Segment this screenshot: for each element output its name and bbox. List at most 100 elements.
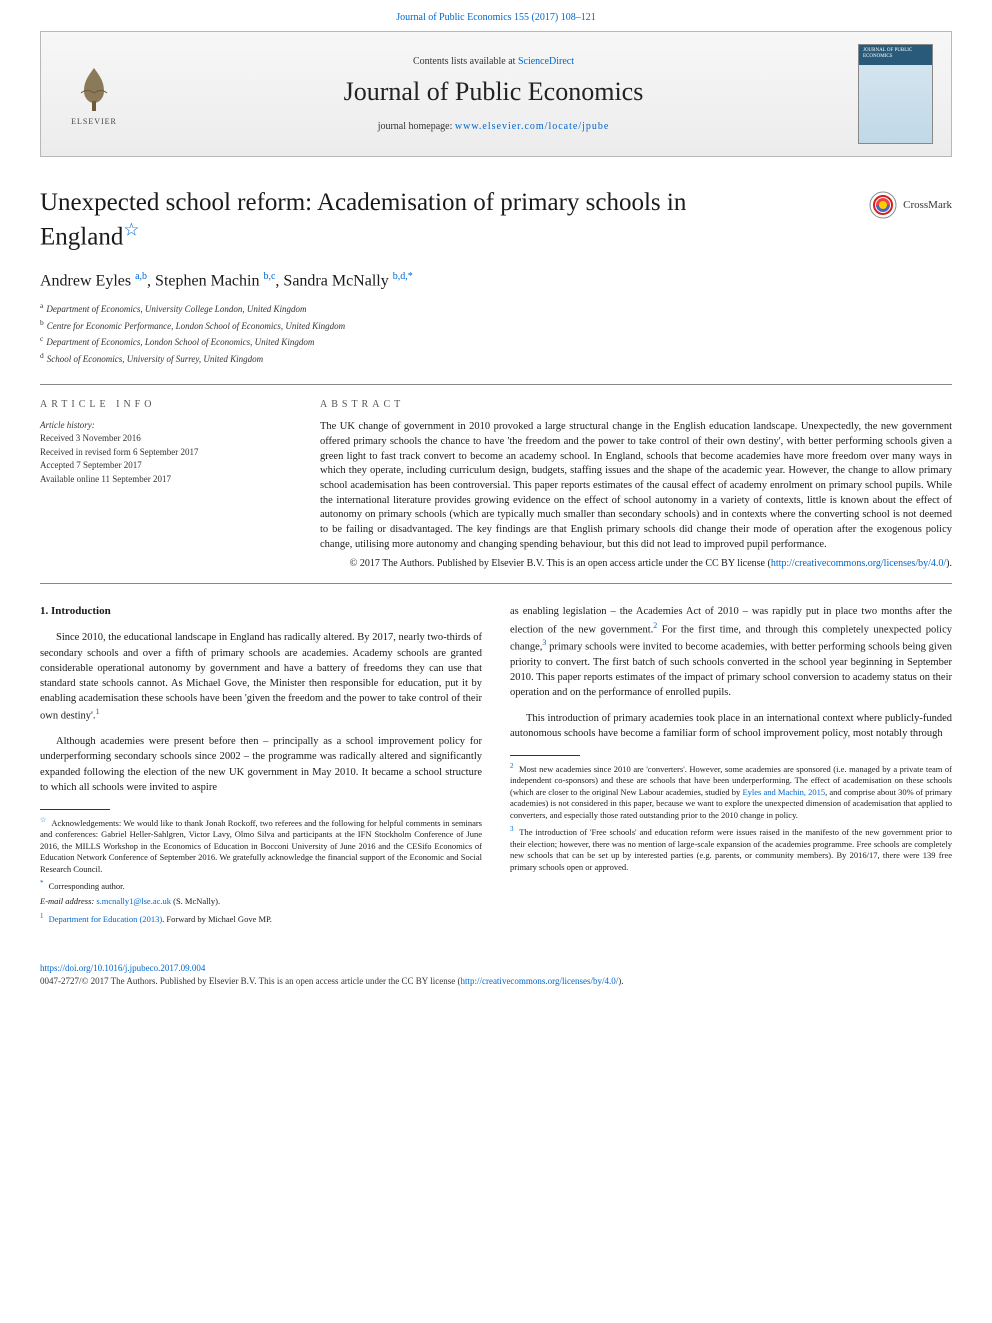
author-2-affs[interactable]: b,c <box>263 271 275 282</box>
copyright-suffix: ). <box>946 558 952 569</box>
divider-mid <box>40 583 952 584</box>
aff-sup-c: c <box>40 334 43 343</box>
elsevier-tree-icon <box>69 63 119 113</box>
abstract-copyright: © 2017 The Authors. Published by Elsevie… <box>320 558 952 569</box>
footnote-2: 2 Most new academies since 2010 are 'con… <box>510 762 952 821</box>
elsevier-wordmark: ELSEVIER <box>71 117 117 126</box>
col1-para1: Since 2010, the educational landscape in… <box>40 630 482 724</box>
doi-line: https://doi.org/10.1016/j.jpubeco.2017.0… <box>40 963 952 973</box>
footnote-rule-right <box>510 755 580 756</box>
authors-line: Andrew Eyles a,b, Stephen Machin b,c, Sa… <box>40 271 952 290</box>
journal-name: Journal of Public Economics <box>149 77 838 107</box>
fn1-tail: . Forward by Michael Gove MP. <box>162 914 272 924</box>
copyright-prefix: © 2017 The Authors. Published by Elsevie… <box>350 558 771 569</box>
email-label: E-mail address: <box>40 896 96 906</box>
footer-copy-suffix: ). <box>618 976 623 986</box>
email-link[interactable]: s.mcnally1@lse.ac.uk <box>96 896 171 906</box>
fn-corr-star[interactable]: * <box>40 879 44 887</box>
col2-para2: This introduction of primary academies t… <box>510 711 952 741</box>
author-3-corr[interactable]: * <box>408 271 413 282</box>
aff-text-a: Department of Economics, University Coll… <box>46 304 306 314</box>
affiliation-b: bCentre for Economic Performance, London… <box>40 317 952 334</box>
history-online: Available online 11 September 2017 <box>40 473 290 487</box>
author-3: , Sandra McNally <box>275 272 392 289</box>
body-col-right: as enabling legislation – the Academies … <box>510 604 952 929</box>
fn1-ref-link[interactable]: Department for Education (2013) <box>49 914 163 924</box>
crossmark-badge[interactable]: CrossMark <box>869 191 952 219</box>
footnote-3: 3 The introduction of 'Free schools' and… <box>510 825 952 873</box>
aff-sup-a: a <box>40 301 43 310</box>
footnote-ack: ☆ Acknowledgements: We would like to tha… <box>40 816 482 875</box>
info-abstract-row: article info Article history: Received 3… <box>40 399 952 569</box>
crossmark-label: CrossMark <box>903 199 952 211</box>
footnote-email: E-mail address: s.mcnally1@lse.ac.uk (S.… <box>40 896 482 907</box>
col2-para1: as enabling legislation – the Academies … <box>510 604 952 700</box>
fn2-ref-link[interactable]: Eyles and Machin, 2015 <box>742 787 825 797</box>
history-label: Article history: <box>40 420 290 430</box>
header-center: Contents lists available at ScienceDirec… <box>149 56 838 132</box>
abstract-col: abstract The UK change of government in … <box>320 399 952 569</box>
page-footer: https://doi.org/10.1016/j.jpubeco.2017.0… <box>0 949 992 1010</box>
top-journal-ref: Journal of Public Economics 155 (2017) 1… <box>0 0 992 31</box>
history-received: Received 3 November 2016 <box>40 432 290 446</box>
affiliations: aDepartment of Economics, University Col… <box>40 300 952 366</box>
fnref-1[interactable]: 1 <box>96 707 100 716</box>
fn2-sup[interactable]: 2 <box>510 762 514 770</box>
article-area: Unexpected school reform: Academisation … <box>0 157 992 949</box>
homepage-line: journal homepage: www.elsevier.com/locat… <box>149 121 838 132</box>
elsevier-logo: ELSEVIER <box>59 54 129 134</box>
sciencedirect-link[interactable]: ScienceDirect <box>518 56 574 67</box>
article-info-heading: article info <box>40 399 290 410</box>
aff-text-d: School of Economics, University of Surre… <box>47 354 263 364</box>
doi-link[interactable]: https://doi.org/10.1016/j.jpubeco.2017.0… <box>40 963 205 973</box>
footnote-corr: * Corresponding author. <box>40 879 482 892</box>
homepage-prefix: journal homepage: <box>378 121 455 132</box>
fn-ack-star[interactable]: ☆ <box>40 816 46 824</box>
fn3-sup[interactable]: 3 <box>510 825 514 833</box>
footer-copy-prefix: 0047-2727/© 2017 The Authors. Published … <box>40 976 460 986</box>
abstract-heading: abstract <box>320 399 952 410</box>
col1-p1-text: Since 2010, the educational landscape in… <box>40 632 482 722</box>
author-3-affs[interactable]: b,d, <box>393 271 408 282</box>
fn1-sup[interactable]: 1 <box>40 912 44 920</box>
article-title: Unexpected school reform: Academisation … <box>40 187 790 253</box>
section-1-heading: 1. Introduction <box>40 604 482 620</box>
title-footnote-star[interactable]: ☆ <box>123 219 139 239</box>
affiliation-a: aDepartment of Economics, University Col… <box>40 300 952 317</box>
fn-ack-text: Acknowledgements: We would like to thank… <box>40 818 482 874</box>
footer-cc-link[interactable]: http://creativecommons.org/licenses/by/4… <box>460 976 618 986</box>
abstract-text: The UK change of government in 2010 prov… <box>320 420 952 552</box>
author-2: , Stephen Machin <box>147 272 263 289</box>
top-journal-link[interactable]: Journal of Public Economics 155 (2017) 1… <box>396 12 595 23</box>
footer-copyright: 0047-2727/© 2017 The Authors. Published … <box>40 976 952 986</box>
cc-by-link[interactable]: http://creativecommons.org/licenses/by/4… <box>771 558 946 569</box>
aff-sup-b: b <box>40 318 44 327</box>
col1-para2: Although academies were present before t… <box>40 734 482 795</box>
col2-p1c: primary schools were invited to become a… <box>510 642 952 699</box>
email-tail: (S. McNally). <box>171 896 220 906</box>
footnote-1: 1 Department for Education (2013). Forwa… <box>40 912 482 925</box>
body-columns: 1. Introduction Since 2010, the educatio… <box>40 604 952 929</box>
author-1-affs[interactable]: a,b <box>135 271 147 282</box>
affiliation-d: dSchool of Economics, University of Surr… <box>40 350 952 367</box>
fn3-text: The introduction of 'Free schools' and e… <box>510 827 952 871</box>
article-info-col: article info Article history: Received 3… <box>40 399 290 569</box>
crossmark-icon <box>869 191 897 219</box>
affiliation-c: cDepartment of Economics, London School … <box>40 333 952 350</box>
homepage-link[interactable]: www.elsevier.com/locate/jpube <box>455 121 609 132</box>
footnote-rule-left <box>40 809 110 810</box>
history-accepted: Accepted 7 September 2017 <box>40 459 290 473</box>
aff-text-c: Department of Economics, London School o… <box>46 337 314 347</box>
fn-corr-text: Corresponding author. <box>47 881 125 891</box>
aff-sup-d: d <box>40 351 44 360</box>
contents-prefix: Contents lists available at <box>413 56 518 67</box>
divider-top <box>40 384 952 385</box>
journal-cover-thumb: JOURNAL OF PUBLIC ECONOMICS <box>858 44 933 144</box>
journal-header: ELSEVIER Contents lists available at Sci… <box>40 31 952 157</box>
title-row: Unexpected school reform: Academisation … <box>40 187 952 253</box>
body-col-left: 1. Introduction Since 2010, the educatio… <box>40 604 482 929</box>
history-revised: Received in revised form 6 September 201… <box>40 446 290 460</box>
contents-available-line: Contents lists available at ScienceDirec… <box>149 56 838 67</box>
author-1: Andrew Eyles <box>40 272 135 289</box>
cover-title: JOURNAL OF PUBLIC ECONOMICS <box>863 48 928 59</box>
